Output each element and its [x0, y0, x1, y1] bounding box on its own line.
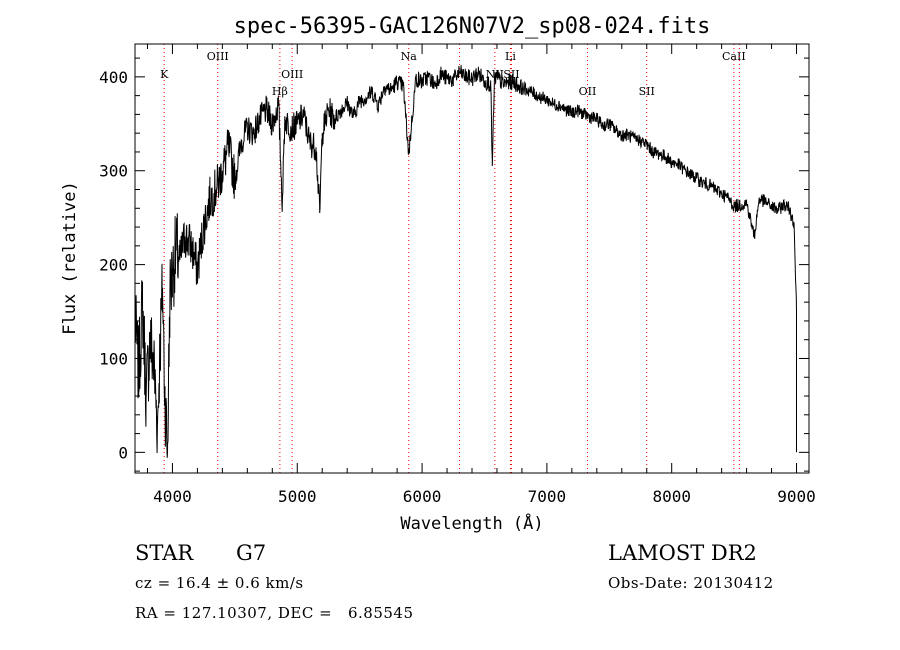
x-tick-label: 8000: [652, 487, 691, 506]
chart-title: spec-56395-GAC126N07V2_sp08-024.fits: [234, 14, 711, 39]
spectrum-line: [134, 65, 797, 458]
y-tick-label: 0: [118, 443, 128, 462]
y-axis-label: Flux (relative): [60, 181, 80, 335]
survey-name: LAMOST DR2: [608, 541, 757, 565]
line-marker-label: CaII: [722, 50, 746, 63]
x-tick-label: 9000: [777, 487, 816, 506]
line-marker-label: SII: [503, 68, 519, 81]
x-tick-label: 5000: [278, 487, 317, 506]
line-marker-label: K: [160, 68, 169, 81]
y-tick-label: 100: [99, 349, 128, 368]
line-marker-label: OIII: [281, 68, 303, 81]
x-axis-label: Wavelength (Å): [400, 512, 543, 534]
x-tick-label: 6000: [403, 487, 442, 506]
object-type: STAR: [135, 541, 194, 565]
y-tick-label: 300: [99, 162, 128, 181]
line-marker-label: Li: [505, 50, 516, 63]
line-marker-label: Hβ: [272, 85, 288, 98]
redshift-text: cz = 16.4 ± 0.6 km/s: [135, 574, 304, 592]
plot-frame: [134, 43, 810, 474]
line-marker-label: Na: [401, 50, 418, 63]
object-subclass: G7: [236, 541, 267, 565]
line-marker-label: SII: [639, 85, 655, 98]
y-tick-label: 400: [99, 68, 128, 87]
y-tick-label: 200: [99, 256, 128, 275]
line-marker-label: OIII: [207, 50, 229, 63]
x-tick-label: 4000: [153, 487, 192, 506]
line-marker-label: OII: [579, 85, 597, 98]
coordinates-text: RA = 127.10307, DEC = 6.85545: [135, 604, 414, 622]
x-tick-label: 7000: [528, 487, 567, 506]
obs-date-text: Obs-Date: 20130412: [608, 574, 774, 592]
tick-layer: 4000 5000 6000 7000 8000 9000 0 100 200 300 400: [99, 44, 816, 506]
